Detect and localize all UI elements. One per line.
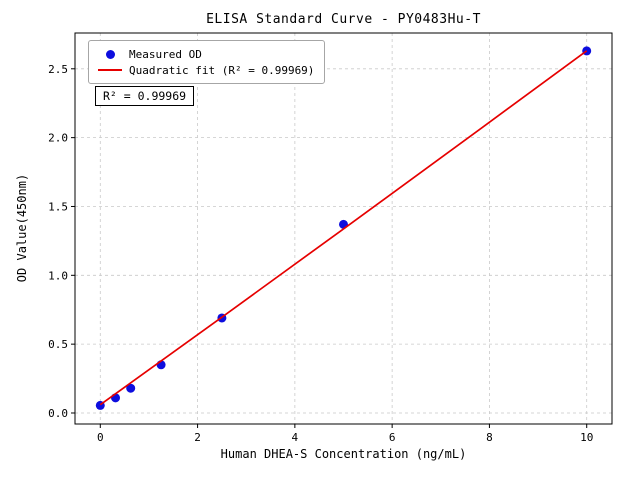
y-tick-label: 1.5	[48, 200, 68, 213]
y-tick-label: 0.0	[48, 407, 68, 420]
legend-item-measured-od: Measured OD	[97, 46, 314, 62]
y-tick-label: 0.5	[48, 338, 68, 351]
plot-frame	[74, 32, 613, 425]
y-axis-label: OD Value(450nm)	[15, 173, 29, 283]
y-tick-label: 2.0	[48, 132, 68, 145]
r-squared-annotation: R² = 0.99969	[95, 86, 195, 106]
chart-legend: Measured OD Quadratic fit (R² = 0.99969)	[88, 40, 326, 84]
data-point	[126, 383, 136, 393]
chart-title: ELISA Standard Curve - PY0483Hu-T	[206, 12, 481, 27]
x-tick-label: 10	[580, 431, 593, 444]
y-tick-label: 2.5	[48, 63, 68, 76]
scatter-marker-icon	[97, 49, 123, 59]
line-marker-icon	[97, 69, 123, 71]
quadratic-fit-line	[99, 50, 588, 406]
legend-item-quadratic-fit: Quadratic fit (R² = 0.99969)	[97, 62, 314, 78]
x-tick-label: 4	[292, 431, 299, 444]
x-tick-label: 0	[97, 431, 104, 444]
x-tick-label: 6	[389, 431, 396, 444]
legend-label-measured-od: Measured OD	[129, 47, 202, 61]
x-axis-label: Human DHEA-S Concentration (ng/mL)	[220, 447, 467, 461]
x-tick-label: 2	[194, 431, 201, 444]
legend-label-quadratic-fit: Quadratic fit (R² = 0.99969)	[129, 63, 315, 77]
y-tick-label: 1.0	[48, 269, 68, 282]
x-tick-label: 8	[486, 431, 493, 444]
